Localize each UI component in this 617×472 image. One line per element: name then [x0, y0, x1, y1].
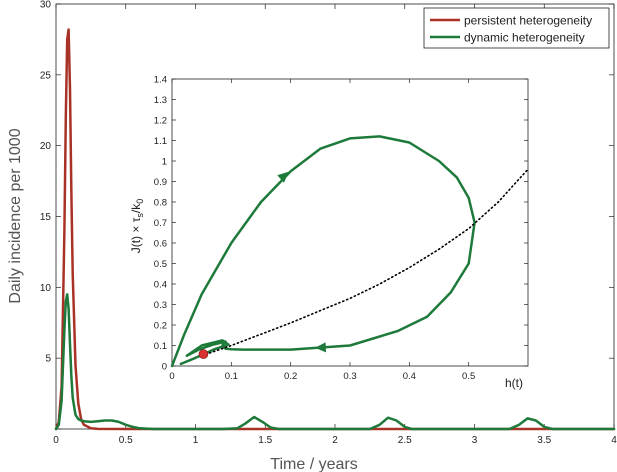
y-tick-label: 0.3 [154, 300, 167, 311]
start-point-marker [198, 349, 209, 359]
y-tick-label: 1 [162, 156, 167, 167]
inset-axis-ticks: 0 0.1 0.2 0.3 0.4 0.5 0 0.1 0.2 0.3 0.4 0.5 0.6 0.7 0.… [154, 74, 528, 382]
y-tick-label: 0 [162, 361, 167, 372]
x-tick-label: 1.5 [258, 435, 272, 446]
main-x-axis-label: Time / years [270, 456, 357, 472]
legend-label-persistent: persistent heterogeneity [464, 14, 592, 28]
y-tick-label: 15 [40, 212, 52, 223]
inset-y-label-sub-0: 0 [135, 199, 145, 204]
trajectory-arrow-1 [314, 342, 327, 353]
y-tick-label: 25 [40, 70, 52, 81]
y-tick-label: 0.9 [154, 177, 167, 188]
inset-series-group [170, 135, 529, 368]
x-tick-label: 0.4 [403, 371, 416, 382]
y-tick-label: 0.5 [154, 259, 167, 270]
x-tick-label: 0 [169, 371, 174, 382]
inset-y-label-main: J(t) × τ [129, 217, 143, 253]
y-tick-label: 1.1 [154, 136, 167, 147]
y-tick-label: 0.6 [154, 238, 167, 249]
inset-y-axis-label: J(t) × τs/k0 [129, 199, 145, 254]
x-tick-label: 0.1 [225, 371, 238, 382]
y-tick-label: 20 [40, 141, 52, 152]
inset-x-axis-label: h(t) [505, 376, 523, 390]
x-tick-label: 2 [332, 435, 338, 446]
trajectory-arrow-0 [277, 171, 289, 183]
y-tick-label: 0.1 [154, 341, 167, 352]
y-tick-label: 1.4 [154, 74, 167, 85]
main-series-group [54, 28, 616, 431]
y-tick-label: 0.4 [154, 279, 167, 290]
series-line-1 [54, 293, 616, 431]
y-tick-label: 0.8 [154, 197, 167, 208]
x-tick-label: 1 [193, 435, 199, 446]
x-tick-label: 3 [472, 435, 478, 446]
y-tick-label: 1.3 [154, 95, 167, 106]
series-line-1 [200, 168, 529, 357]
x-tick-label: 0.2 [284, 371, 297, 382]
y-tick-label: 10 [40, 283, 52, 294]
main-y-axis-label: Daily incidence per 1000 [7, 128, 24, 303]
inset-y-label-sub-s: s [135, 213, 145, 218]
series-line-0 [170, 135, 476, 368]
x-tick-label: 0.5 [462, 371, 475, 382]
x-tick-label: 3.5 [537, 435, 551, 446]
x-tick-label: 0 [53, 435, 59, 446]
y-tick-label: 1.2 [154, 115, 167, 126]
y-tick-label: 30 [40, 0, 52, 11]
inset-plot-area [171, 78, 529, 367]
inset-y-label-slash: /k [129, 203, 143, 213]
x-tick-label: 4 [611, 435, 617, 446]
x-tick-label: 0.3 [343, 371, 356, 382]
legend: persistent heterogeneity dynamic heterog… [423, 7, 610, 49]
y-tick-label: 0.2 [154, 320, 167, 331]
x-tick-label: 2.5 [398, 435, 412, 446]
y-tick-label: 0.7 [154, 218, 167, 229]
legend-box [423, 7, 610, 49]
legend-label-dynamic: dynamic heterogeneity [464, 31, 585, 45]
x-tick-label: 0.5 [119, 435, 133, 446]
y-tick-label: 5 [45, 354, 51, 365]
